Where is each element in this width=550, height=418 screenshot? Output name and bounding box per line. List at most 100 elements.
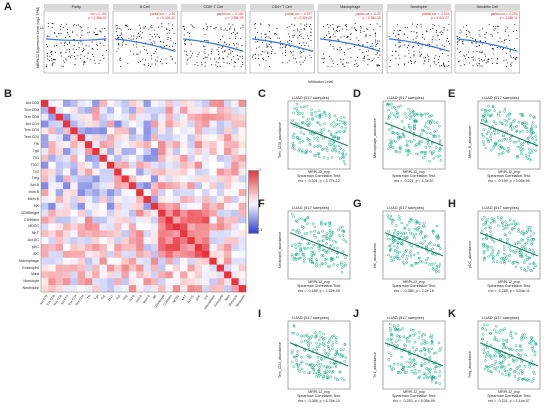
heatmap-row-label: CD56dim xyxy=(24,217,39,222)
timer-stats: partial.cor = -0.26 p = 5.42e-10 xyxy=(147,12,175,21)
scatter-footer: MRPL12_exp Spearman Correlation Test: rho … xyxy=(468,170,550,183)
scatter-footer: MRPL12_exp Spearman Correlation Test: rho … xyxy=(278,280,360,293)
scatter-plot-e xyxy=(477,100,541,170)
scatter-test: Spearman Correlation Test: xyxy=(392,284,436,289)
scatter-test: Spearman Correlation Test: xyxy=(392,174,436,179)
scatter-ylabel: Neutrophil_abundance xyxy=(278,231,282,268)
panel-label-e: E xyxy=(448,88,456,100)
timer-stat-cor: partial.cor = -0.25 xyxy=(355,12,381,16)
panel-label-h: H xyxy=(448,198,456,210)
heatmap-row-label: Eosinophil xyxy=(22,265,39,270)
heatmap-row-label: Tem CD4 xyxy=(24,135,39,140)
heatmap-row-label: MDSC xyxy=(28,224,39,229)
scatter-title: LUAD (517 samples) xyxy=(387,315,425,320)
scatter-footer: MRPL12_exp Spearman Correlation Test: rho … xyxy=(373,170,455,183)
scatter-stat: rho = -0.385, p = 2.2e-16 xyxy=(394,288,434,293)
scatter-ylabel: Mem_B_abundance xyxy=(468,125,472,158)
timer-ylabel: MRPL12 Expression Level (log2 TPM) xyxy=(36,6,40,68)
scatter-xlabel: MRPL12_exp xyxy=(308,390,330,394)
scatter-test: Spearman Correlation Test: xyxy=(487,394,531,399)
heatmap-row-label: Th1 xyxy=(32,155,39,160)
timer-stat-p: p = 3.38e-11 xyxy=(499,15,518,20)
timer-stats: partial.cor = -0.224 p = 5.37e-07 xyxy=(421,12,449,21)
scatter-title: LUAD (517 samples) xyxy=(387,95,425,100)
timer-stat-p: p = 1.89e-02 xyxy=(88,15,107,20)
heatmap-row-label: NKT xyxy=(31,231,39,236)
timer-stat-cor: partial.cor = -0.184 xyxy=(216,12,244,16)
panel-label-i: I xyxy=(258,308,262,320)
timer-scatter-0 xyxy=(43,10,109,74)
timer-scatter-5 xyxy=(386,10,452,74)
scatter-plot-i xyxy=(287,320,351,390)
timer-stat-cor: partial.cor = -0.224 xyxy=(422,12,449,16)
heatmap-colorbar xyxy=(248,170,259,234)
timer-stat-cor: partial.cor = -0.257 xyxy=(285,12,312,16)
heatmap-row-label: Act DC xyxy=(27,238,39,243)
heatmap-col-label: Treg xyxy=(121,294,129,302)
timer-scatter-2 xyxy=(180,10,246,74)
timer-stat-p: p = 2.28e-08 xyxy=(362,15,381,20)
timer-panel-title: CD8+ T Cell xyxy=(181,4,246,10)
timer-scatter-6 xyxy=(454,10,520,74)
correlation-heatmap xyxy=(40,99,247,293)
heatmap-row-label: Tgd xyxy=(32,148,39,153)
scatter-xlabel: MRPL12_exp xyxy=(403,390,425,394)
heatmap-row-label: Mast xyxy=(31,272,39,277)
scatter-stat: rho = -0.199, p = 5.09e-06 xyxy=(488,178,530,183)
scatter-xlabel: MRPL12_exp xyxy=(403,170,425,174)
timer-panel-title: CD4+ T Cell xyxy=(249,4,314,10)
timer-panel-title: Purity xyxy=(44,4,109,10)
scatter-stat: rho = -0.231, p = 1.14e-07 xyxy=(488,398,530,403)
scatter-stat: rho = -0.301, p = 3.77e-12 xyxy=(298,178,340,183)
panel-label-d: D xyxy=(353,88,361,100)
timer-scatter-4 xyxy=(317,10,383,74)
heatmap-row-label: CD56bright xyxy=(20,210,39,215)
timer-stats: partial.cor = -0.25 p = 2.28e-08 xyxy=(353,12,381,21)
panel-label-a: A xyxy=(4,1,12,13)
heatmap-row-label: Act B xyxy=(30,183,39,188)
heatmap-col-label: Th1 xyxy=(100,294,107,301)
scatter-title: LUAD (517 samples) xyxy=(482,205,520,210)
heatmap-row-label: Tfh xyxy=(33,142,39,147)
scatter-footer: MRPL12_exp Spearman Correlation Test: rho … xyxy=(468,390,550,403)
scatter-ylabel: Tem_CD4_abundance xyxy=(278,342,282,378)
scatter-footer: MRPL12_exp Spearman Correlation Test: rho … xyxy=(373,390,455,403)
timer-stats: cor = 0.106 p = 1.89e-02 xyxy=(79,12,107,21)
scatter-plot-g xyxy=(382,210,446,280)
colorbar-mid: 0 xyxy=(259,199,261,203)
timer-stats: partial.cor = -0.294 p = 3.38e-11 xyxy=(490,12,518,21)
scatter-stat: rho = -0.268, p = 6.76e-10 xyxy=(298,398,340,403)
scatter-stat: rho = -0.253, p = 6.06e-09 xyxy=(393,398,435,403)
scatter-xlabel: MRPL12_exp xyxy=(498,170,520,174)
heatmap-row-label: Neutrophil xyxy=(22,286,39,291)
scatter-plot-d xyxy=(382,100,446,170)
timer-panel-title: Neutrophil xyxy=(386,4,451,10)
timer-stat-cor: partial.cor = -0.26 xyxy=(150,12,175,16)
heatmap-row-label: Imm B xyxy=(28,190,39,195)
scatter-plot-h xyxy=(477,210,541,280)
heatmap-row-label: NK xyxy=(34,203,39,208)
colorbar-min: -1 xyxy=(259,228,263,232)
timer-stat-cor: cor = 0.106 xyxy=(90,12,107,16)
scatter-xlabel: MRPL12_exp xyxy=(308,170,330,174)
scatter-plot-c xyxy=(287,100,351,170)
scatter-title: LUAD (517 samples) xyxy=(387,205,425,210)
heatmap-col-label: Tgd xyxy=(92,294,100,301)
scatter-footer: MRPL12_exp Spearman Correlation Test: rho … xyxy=(278,390,360,403)
scatter-title: LUAD (517 samples) xyxy=(482,95,520,100)
scatter-ylabel: Tem_CD8_abundance xyxy=(278,122,282,158)
heatmap-row-label: pDC xyxy=(31,244,39,249)
heatmap-row-label: Act CD4 xyxy=(25,121,39,126)
scatter-ylabel: Macrophage_abundance xyxy=(373,118,377,158)
timer-xlabel: Infiltration Level xyxy=(308,80,334,84)
scatter-xlabel: MRPL12_exp xyxy=(308,280,330,284)
scatter-ylabel: NK_abundance xyxy=(373,243,377,268)
scatter-test: Spearman Correlation Test: xyxy=(487,284,531,289)
scatter-plot-j xyxy=(382,320,446,390)
timer-stats: partial.cor = -0.257 p = 9.32e-09 xyxy=(284,12,312,21)
scatter-ylabel: Th1_abundance xyxy=(373,352,377,378)
scatter-plot-f xyxy=(287,210,351,280)
scatter-test: Spearman Correlation Test: xyxy=(297,174,341,179)
heatmap-col-label: Tfh xyxy=(86,294,92,300)
scatter-stat: rho = -0.285, p = 5.04e-11 xyxy=(488,288,530,293)
